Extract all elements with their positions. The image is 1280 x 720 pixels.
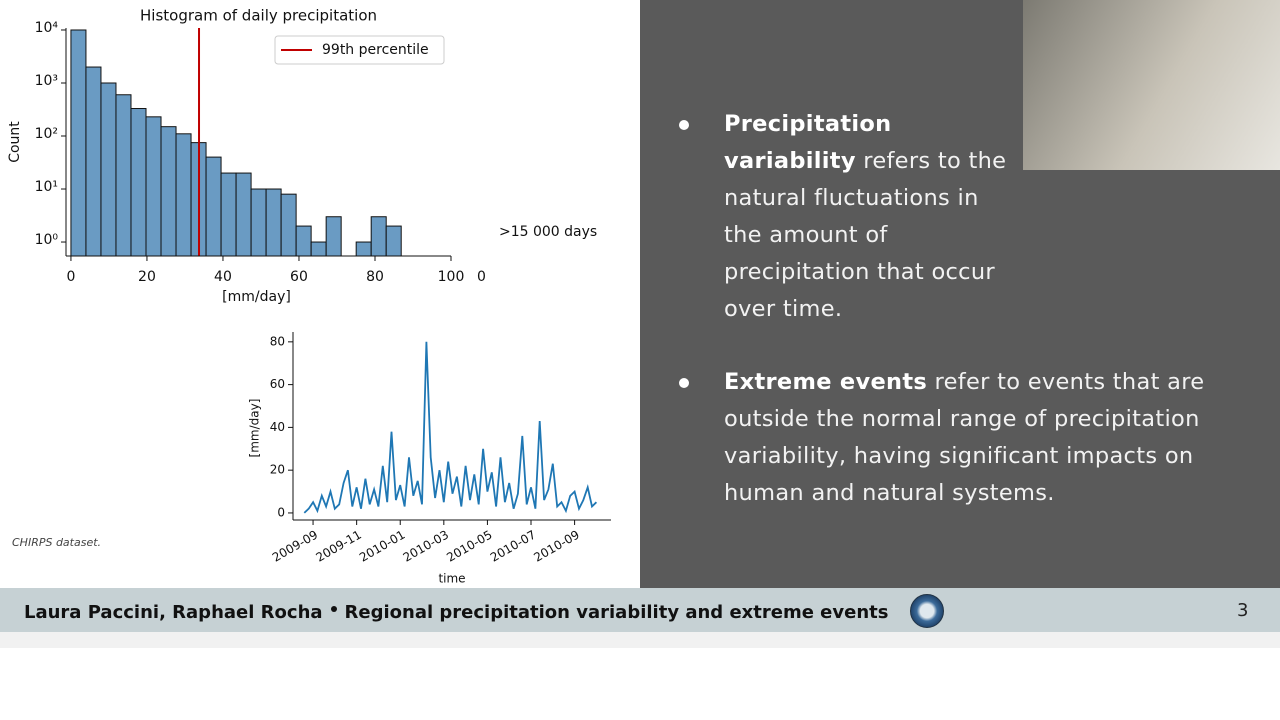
separator: [330, 606, 337, 612]
y-tick-label: 20: [270, 463, 285, 477]
x-tick-label: 2010-03: [401, 528, 451, 565]
bullet-text: refers to the natural fluctuations in th…: [724, 148, 1007, 322]
legend-box: [274, 35, 445, 65]
y-tick-label: 40: [270, 420, 285, 434]
bar: [310, 241, 327, 257]
x-tick-label: 100: [438, 269, 465, 285]
bar: [295, 225, 312, 257]
annotation: >15 000 days: [499, 224, 597, 240]
x-tick-label: 2009-09: [270, 528, 320, 565]
bar: [355, 241, 372, 257]
bar: [175, 133, 192, 257]
bar: [220, 172, 237, 257]
annotation: 0: [477, 269, 486, 285]
x-tick-label: 20: [138, 269, 156, 285]
x-tick-label: 80: [366, 269, 384, 285]
bar: [205, 156, 222, 257]
bar: [280, 193, 297, 257]
bar: [370, 216, 387, 257]
bar: [145, 116, 162, 257]
bar: [385, 225, 402, 257]
x-tick-label: 40: [214, 269, 232, 285]
bar: [100, 82, 117, 257]
y-tick-label: 10⁰: [35, 232, 59, 248]
x-axis-label: [mm/day]: [222, 289, 291, 305]
text-panel: Precipitation variability refers to the …: [640, 0, 1280, 588]
y-tick-label: 0: [277, 505, 285, 519]
logo: [910, 594, 944, 628]
x-tick-label: 2009-11: [313, 528, 363, 565]
bullet: Precipitation variability refers to the …: [679, 106, 1009, 328]
bullet-text: refer to events that are outside the nor…: [724, 369, 1205, 506]
line: [303, 341, 598, 514]
strip: [0, 632, 1280, 648]
bar: [325, 216, 342, 257]
x-tick-label: 2010-07: [488, 528, 538, 565]
x-tick-label: 2010-09: [531, 528, 581, 565]
legend-label: 99th percentile: [322, 42, 429, 58]
webcam: [1023, 0, 1280, 170]
y-tick-label: 10¹: [35, 179, 58, 195]
bullet-bold: Precipitation variability: [724, 111, 892, 174]
charts: Histogram of daily precipitation 0 20 40 60 8…: [7, 7, 611, 586]
y-axis-label: Count: [7, 121, 23, 163]
y-tick-label: 10⁴: [35, 20, 59, 36]
bar: [70, 29, 87, 257]
y-tick-label: 10²: [35, 126, 58, 142]
bar: [160, 126, 177, 257]
talk-title: Regional precipitation variability and e…: [344, 602, 889, 623]
footer: Laura Paccini, Raphael Rocha Regional pre…: [0, 588, 1280, 632]
bullet-bold: Extreme events: [724, 369, 928, 395]
source-note: CHIRPS dataset.: [12, 536, 102, 549]
x-tick-label: 0: [66, 269, 75, 285]
y-tick-label: 60: [270, 377, 285, 391]
x-tick-label: 60: [290, 269, 308, 285]
footer-text: Laura Paccini, Raphael Rocha Regional pre…: [24, 602, 888, 623]
bar: [115, 94, 132, 257]
x-tick-label: 2010-01: [357, 528, 407, 565]
y-tick-label: 80: [270, 334, 285, 348]
bar: [250, 188, 267, 257]
authors: Laura Paccini, Raphael Rocha: [24, 602, 323, 623]
y-axis-label: [mm/day]: [248, 399, 262, 458]
bar: [130, 108, 147, 257]
bar: [85, 66, 102, 257]
bullet: Extreme events refer to events that are …: [679, 364, 1224, 512]
bullet-dot: [679, 378, 689, 388]
bar: [265, 188, 282, 257]
bar: [235, 172, 252, 257]
x-axis-label: time: [438, 572, 465, 586]
page-number: 3: [1237, 600, 1249, 621]
chart-title: Histogram of daily precipitation: [140, 7, 377, 25]
bullet-dot: [679, 120, 689, 130]
y-tick-label: 10³: [35, 73, 58, 89]
x-tick-label: 2010-05: [444, 528, 494, 565]
